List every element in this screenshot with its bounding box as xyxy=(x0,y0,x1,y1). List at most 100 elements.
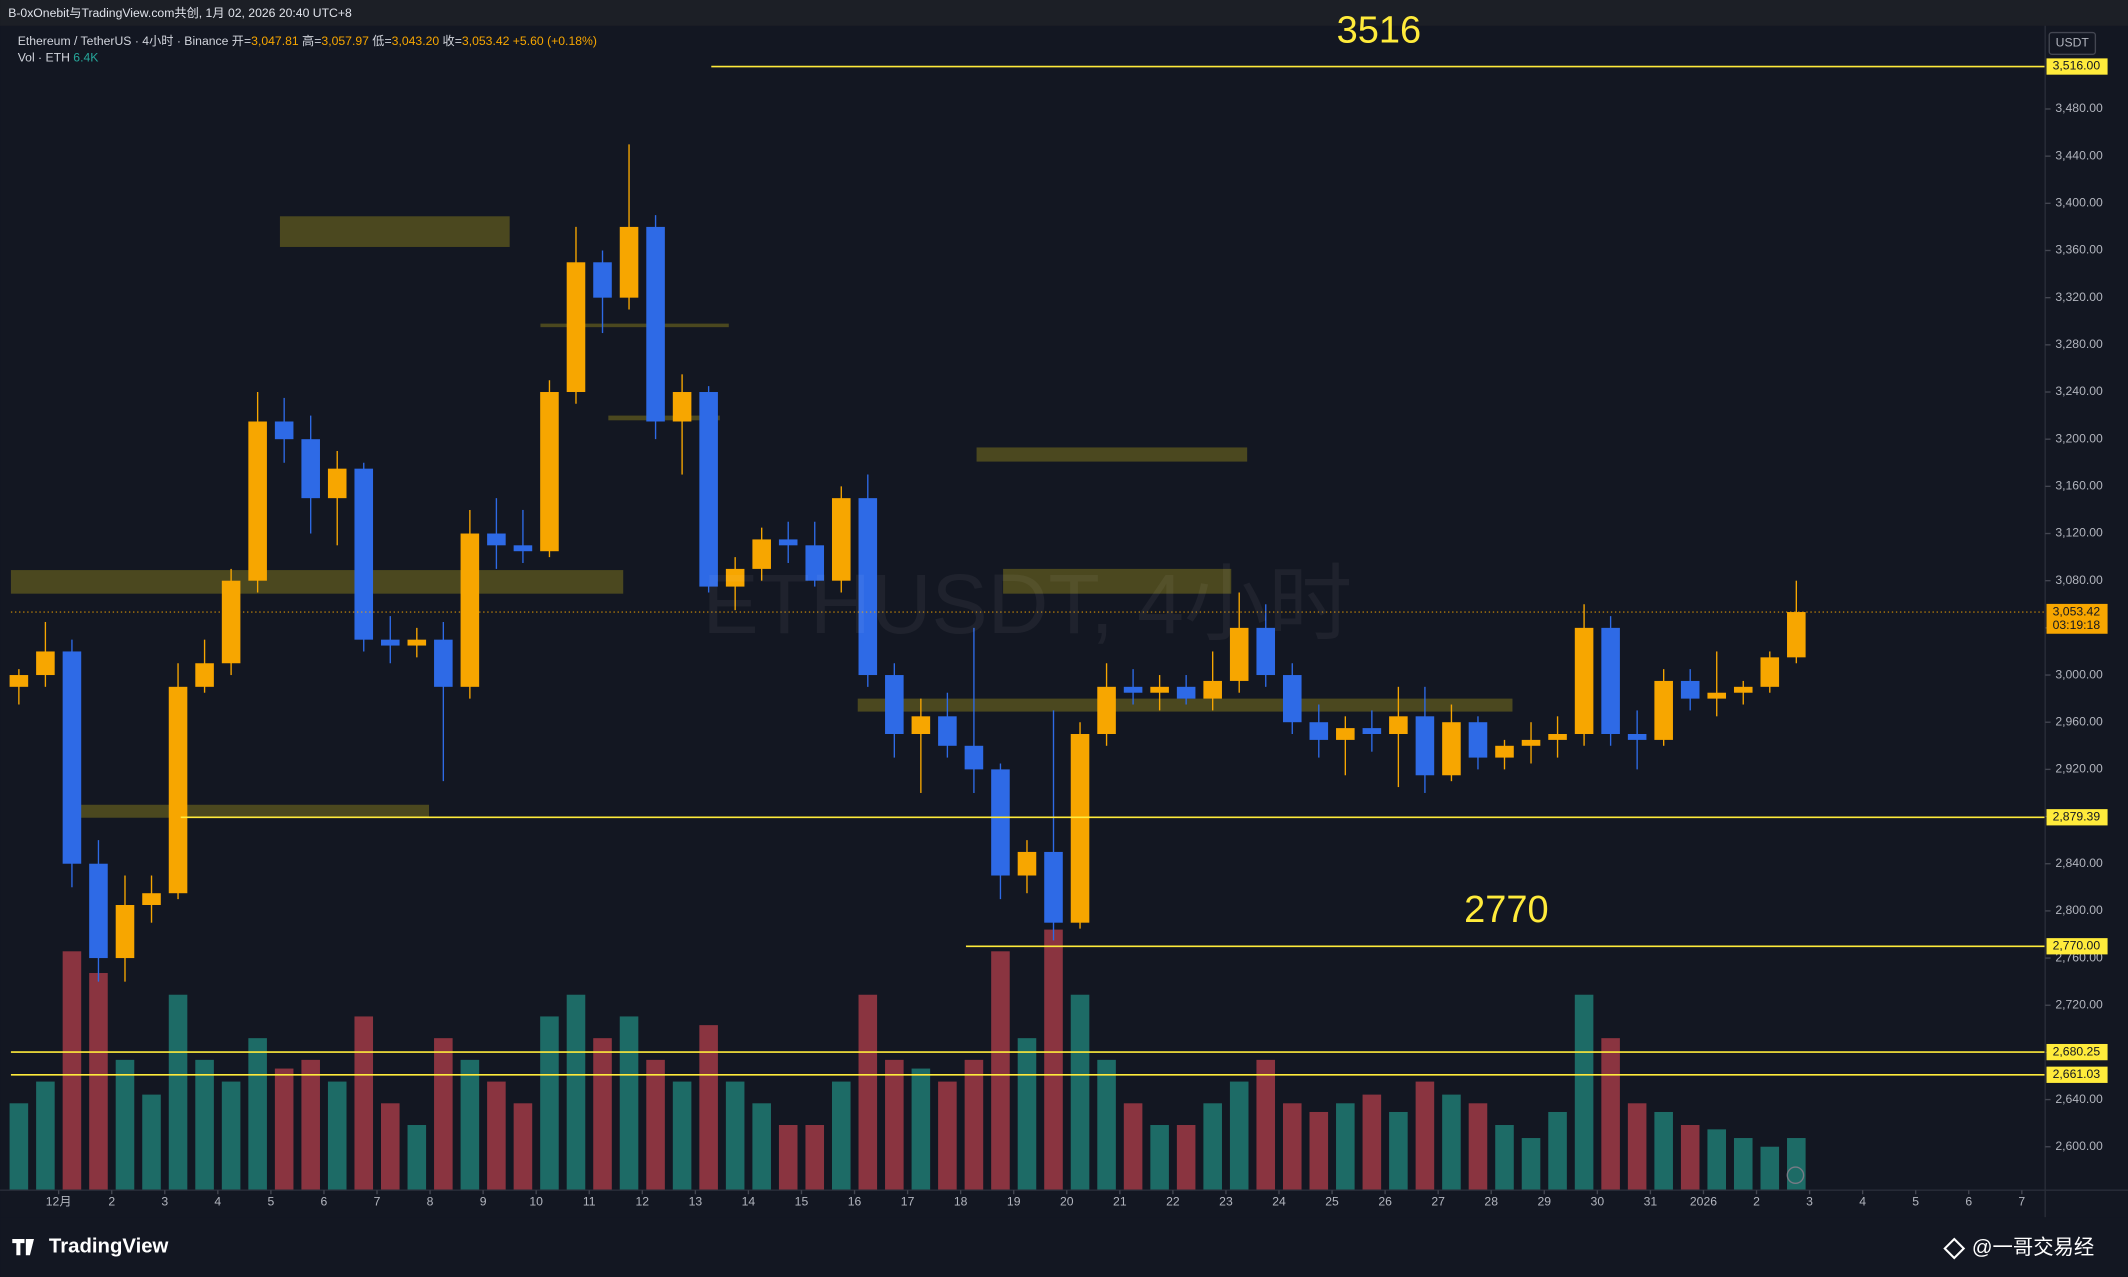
candle-body xyxy=(964,745,984,770)
x-tick-label: 29 xyxy=(1538,1195,1552,1209)
volume-bar xyxy=(1521,1138,1541,1191)
candle-body xyxy=(1707,692,1727,699)
value: 3,053.42 xyxy=(462,34,510,48)
annotation: 3516 xyxy=(1337,10,1422,52)
legend: Ethereum / TetherUS · 4小时 · Binance 开=3,… xyxy=(18,33,597,64)
volume-bar xyxy=(1627,1103,1647,1191)
y-tick-label: 2,800.00 xyxy=(2055,903,2103,917)
level-tag-label: 2,879.39 xyxy=(2053,809,2101,823)
x-tick-label: 24 xyxy=(1272,1195,1286,1209)
volume-bar xyxy=(9,1103,29,1191)
candle-body xyxy=(540,392,559,552)
brand: TradingView xyxy=(49,1236,169,1258)
label: 高= xyxy=(302,33,321,48)
volume-bar xyxy=(1336,1103,1355,1191)
y-tick-label: 3,240.00 xyxy=(2055,384,2103,398)
y-tick-label: 2,640.00 xyxy=(2055,1092,2103,1106)
x-tick-label: 28 xyxy=(1484,1195,1498,1209)
icon xyxy=(1786,1166,1805,1185)
x-tick-label: 21 xyxy=(1113,1195,1127,1209)
level-tag-label: 2,680.25 xyxy=(2053,1044,2101,1058)
volume-bar xyxy=(62,951,82,1191)
volume-bar xyxy=(1097,1059,1116,1191)
volume-bar xyxy=(434,1038,453,1191)
candle-body xyxy=(725,568,745,587)
volume-bar xyxy=(487,1081,506,1191)
candle-body xyxy=(1123,686,1143,693)
candle-body xyxy=(168,686,188,894)
x-tick-label: 4 xyxy=(214,1195,221,1209)
candle-body xyxy=(62,651,82,864)
candle-body xyxy=(248,421,267,581)
footer xyxy=(0,1217,2128,1277)
x-tick-label: 2026 xyxy=(1690,1195,1717,1209)
volume-bar xyxy=(566,994,586,1191)
x-tick-label: 22 xyxy=(1166,1195,1180,1209)
zone xyxy=(10,570,624,594)
level-tag xyxy=(2046,58,2108,75)
top-bar xyxy=(0,0,2128,26)
annotation: 2770 xyxy=(1464,889,1549,931)
x-tick-label: 20 xyxy=(1060,1195,1074,1209)
candle-body xyxy=(1362,728,1382,735)
candle-body xyxy=(1070,734,1090,923)
volume-bar xyxy=(831,1081,851,1191)
value: 3,047.81 xyxy=(251,34,299,48)
volume-bar xyxy=(885,1059,904,1191)
candle-body xyxy=(885,675,904,735)
x-tick-label: 6 xyxy=(321,1195,328,1209)
zone xyxy=(976,447,1248,462)
x-tick-label: 2 xyxy=(108,1195,115,1209)
volume-bar xyxy=(168,994,188,1191)
y-tick-label: 3,200.00 xyxy=(2055,431,2103,445)
zone xyxy=(540,323,729,328)
volume-bar xyxy=(752,1103,771,1191)
candle-body xyxy=(1097,686,1116,735)
candle-body xyxy=(1627,734,1647,740)
y-tick-label: 3,440.00 xyxy=(2055,148,2103,162)
currency-box xyxy=(2048,31,2097,55)
candle-body xyxy=(221,580,241,664)
x-tick-label: 3 xyxy=(161,1195,168,1209)
y-tick-label: 3,480.00 xyxy=(2055,101,2103,115)
volume-bar xyxy=(513,1103,533,1191)
y-tick-label: 3,360.00 xyxy=(2055,243,2103,257)
candle-body xyxy=(1203,680,1222,699)
volume-bar xyxy=(1389,1111,1408,1191)
candle-body xyxy=(487,533,506,546)
zone xyxy=(857,698,1513,712)
candle-body xyxy=(619,226,639,298)
volume-bar xyxy=(221,1081,241,1191)
volume-bar xyxy=(1415,1081,1435,1191)
candle-body xyxy=(805,545,825,581)
x-tick-label: 4 xyxy=(1859,1195,1866,1209)
y-tick-label: 3,280.00 xyxy=(2055,337,2103,351)
volume-bar xyxy=(1150,1125,1169,1191)
candle-body xyxy=(115,904,135,959)
level-tag xyxy=(2046,809,2108,826)
x-tick-label: 12月 xyxy=(46,1195,72,1209)
volume-bar xyxy=(1574,994,1594,1191)
volume-bar xyxy=(1733,1138,1753,1191)
caption: B-0xOnebit与TradingView.com共创, 1月 02, 202… xyxy=(8,6,352,20)
last-price-label: 3,053.42 xyxy=(2053,604,2101,618)
volume-bar xyxy=(672,1081,692,1191)
volume-bar xyxy=(1309,1111,1329,1191)
candle-body xyxy=(1787,612,1806,658)
candle-body xyxy=(513,545,533,552)
y-tick-label: 3,120.00 xyxy=(2055,526,2103,540)
volume-bar xyxy=(274,1068,294,1191)
candle-body xyxy=(1044,851,1063,923)
candle-body xyxy=(566,262,586,393)
candle-body xyxy=(327,468,347,499)
volume-bar xyxy=(115,1059,135,1191)
candle-body xyxy=(752,539,771,569)
volume-bar xyxy=(89,973,108,1191)
value: 3,057.97 xyxy=(321,34,369,48)
candle-body xyxy=(1229,627,1249,681)
candle-body xyxy=(195,663,214,687)
candle-body xyxy=(858,498,878,676)
candle-body xyxy=(1574,627,1594,735)
volume-bar xyxy=(991,951,1010,1191)
